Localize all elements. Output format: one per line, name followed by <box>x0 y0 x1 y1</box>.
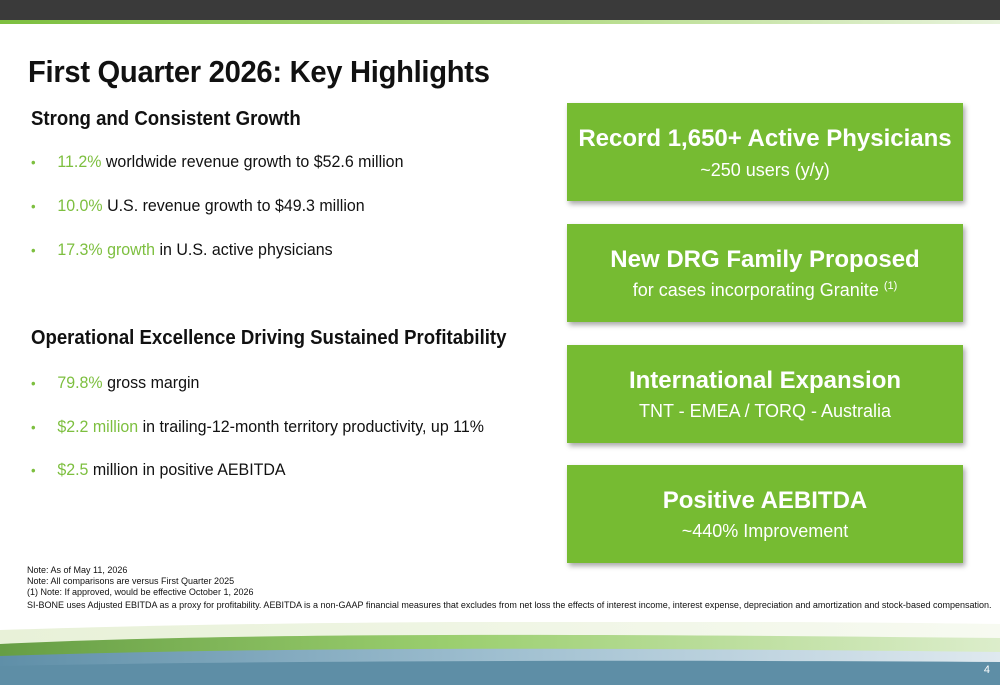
card-title: International Expansion <box>628 367 902 394</box>
bullet-highlight: $2.2 million <box>57 417 139 436</box>
highlight-card-international: International Expansion TNT - EMEA / TOR… <box>567 345 963 443</box>
footnote-line: SI-BONE uses Adjusted EBITDA as a proxy … <box>27 599 992 610</box>
card-title: Positive AEBITDA <box>662 487 868 514</box>
bullet-icon: • <box>31 462 36 478</box>
bullet-text: U.S. revenue growth to $49.3 million <box>102 196 365 215</box>
highlight-card-drg: New DRG Family Proposed for cases incorp… <box>567 224 963 322</box>
bullet-icon: • <box>31 375 36 391</box>
card-subtitle: ~250 users (y/y) <box>700 160 830 180</box>
bullet-highlight: 11.2% <box>57 152 102 171</box>
bullet-highlight: 10.0% <box>57 196 103 215</box>
footnotes: Note: As of May 11, 2026 Note: All compa… <box>27 565 992 611</box>
bullet-icon: • <box>31 154 36 170</box>
operations-bullet: • 79.8% gross margin <box>31 373 199 393</box>
growth-bullet: • 17.3% growth in U.S. active physicians <box>31 240 333 260</box>
highlight-card-physicians: Record 1,650+ Active Physicians ~250 use… <box>567 103 963 201</box>
highlight-card-aebitda: Positive AEBITDA ~440% Improvement <box>567 465 963 563</box>
footnote-marker: (1) <box>883 280 898 292</box>
slide-title: First Quarter 2026: Key Highlights <box>28 54 490 89</box>
card-subtitle: TNT - EMEA / TORQ - Australia <box>638 401 892 421</box>
bullet-icon: • <box>31 198 36 214</box>
card-subtitle: for cases incorporating Granite (1) <box>632 280 898 300</box>
bullet-text: in U.S. active physicians <box>155 240 333 259</box>
bullet-highlight: 79.8% <box>57 373 103 392</box>
operations-heading: Operational Excellence Driving Sustained… <box>31 327 507 349</box>
bullet-text: gross margin <box>102 373 200 392</box>
bullet-icon: • <box>31 242 36 258</box>
bottom-swoosh-decoration <box>0 622 1000 685</box>
footnote-line: Note: As of May 11, 2026 <box>27 565 128 575</box>
page-number: 4 <box>983 664 990 676</box>
card-subtitle: ~440% Improvement <box>681 521 849 541</box>
growth-bullet: • 10.0% U.S. revenue growth to $49.3 mil… <box>31 196 365 216</box>
growth-bullet: • 11.2% worldwide revenue growth to $52.… <box>31 152 403 172</box>
top-accent-stripe <box>0 20 1000 24</box>
bullet-highlight: $2.5 <box>57 460 89 479</box>
bullet-text: in trailing-12-month territory productiv… <box>138 417 484 436</box>
bullet-text: worldwide revenue growth to $52.6 millio… <box>101 152 404 171</box>
top-bar <box>0 0 1000 20</box>
footnote-line: Note: All comparisons are versus First Q… <box>27 576 235 587</box>
bullet-text: million in positive AEBITDA <box>88 460 286 479</box>
footnote-line: (1) Note: If approved, would be effectiv… <box>27 587 254 598</box>
card-title: Record 1,650+ Active Physicians <box>578 125 952 152</box>
operations-bullet: • $2.2 million in trailing-12-month terr… <box>31 417 484 437</box>
bullet-icon: • <box>31 419 36 435</box>
bullet-highlight: 17.3% growth <box>57 240 156 259</box>
growth-heading: Strong and Consistent Growth <box>31 108 301 130</box>
operations-bullet: • $2.5 million in positive AEBITDA <box>31 460 286 480</box>
card-title: New DRG Family Proposed <box>610 246 920 273</box>
